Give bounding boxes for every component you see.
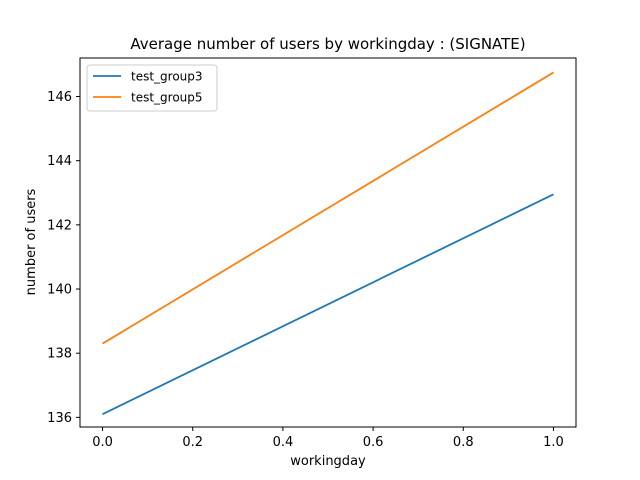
plot-frame — [79, 57, 577, 428]
x-tick-label: 0.8 — [453, 435, 474, 450]
legend-label: test_group3 — [131, 70, 203, 84]
y-tick-label: 146 — [47, 90, 72, 105]
x-tick-label: 0.4 — [273, 435, 294, 450]
y-tick-label: 140 — [47, 283, 72, 298]
x-axis-label: workingday — [290, 454, 366, 469]
y-tick-label: 136 — [47, 411, 72, 426]
y-tick-label: 138 — [47, 347, 72, 362]
chart-title: Average number of users by workingday : … — [130, 35, 525, 53]
x-tick-label: 1.0 — [543, 435, 564, 450]
y-axis-label: number of users — [24, 188, 39, 295]
series-line-test_group5 — [102, 71, 554, 345]
x-tick-label: 0.2 — [182, 435, 203, 450]
x-tick-label: 0.0 — [92, 435, 113, 450]
legend: test_group3 test_group5 — [86, 64, 218, 112]
y-axis-ticks: 136 138 140 142 144 146 — [47, 90, 80, 426]
y-tick-label: 142 — [47, 218, 72, 233]
y-tick-label: 144 — [47, 154, 72, 169]
x-axis-ticks: 0.0 0.2 0.4 0.6 0.8 1.0 — [92, 427, 564, 450]
x-tick-label: 0.6 — [363, 435, 384, 450]
legend-label: test_group5 — [131, 91, 203, 105]
series-line-test_group3 — [102, 193, 554, 415]
plot-lines — [102, 71, 554, 415]
